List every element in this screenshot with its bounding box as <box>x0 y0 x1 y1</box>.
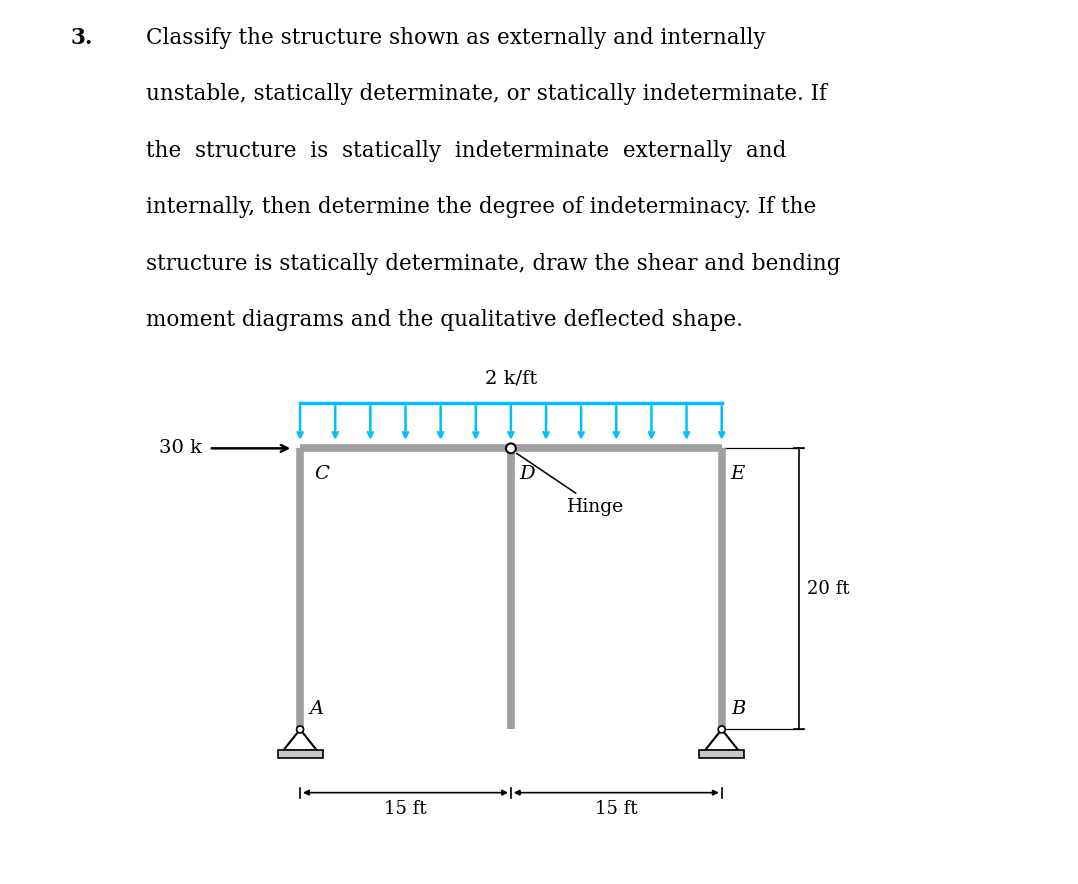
Text: the  structure  is  statically  indeterminate  externally  and: the structure is statically indeterminat… <box>146 140 786 162</box>
Text: 15 ft: 15 ft <box>595 800 637 818</box>
Text: unstable, statically determinate, or statically indeterminate. If: unstable, statically determinate, or sta… <box>146 83 827 105</box>
Circle shape <box>718 726 725 733</box>
Text: 15 ft: 15 ft <box>384 800 427 818</box>
Polygon shape <box>278 751 322 758</box>
Text: 20 ft: 20 ft <box>807 580 849 598</box>
Text: 2 k/ft: 2 k/ft <box>485 370 537 388</box>
Text: structure is statically determinate, draw the shear and bending: structure is statically determinate, dra… <box>146 253 840 275</box>
Polygon shape <box>284 729 317 751</box>
Circle shape <box>296 726 304 733</box>
Text: B: B <box>732 700 746 718</box>
Text: A: A <box>310 700 324 718</box>
Text: E: E <box>730 465 745 484</box>
Text: internally, then determine the degree of indeterminacy. If the: internally, then determine the degree of… <box>146 196 816 218</box>
Text: C: C <box>314 465 329 484</box>
Circle shape <box>506 444 515 453</box>
Polygon shape <box>700 751 744 758</box>
Polygon shape <box>705 729 738 751</box>
Text: Hinge: Hinge <box>516 453 624 515</box>
Text: Classify the structure shown as externally and internally: Classify the structure shown as external… <box>146 27 765 49</box>
Text: D: D <box>520 465 535 484</box>
Text: 3.: 3. <box>70 27 93 49</box>
Text: 30 k: 30 k <box>158 439 202 457</box>
Text: moment diagrams and the qualitative deflected shape.: moment diagrams and the qualitative defl… <box>146 309 743 332</box>
